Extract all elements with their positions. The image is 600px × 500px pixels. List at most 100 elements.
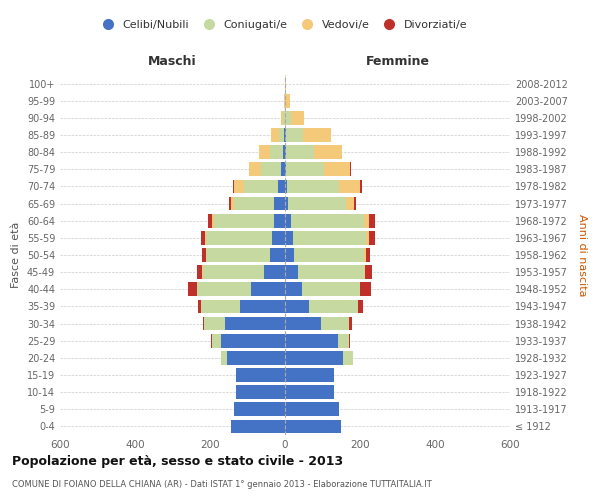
Bar bbox=[251, 282, 285, 296]
Bar bbox=[229, 196, 230, 210]
Bar bbox=[365, 231, 370, 244]
Bar bbox=[286, 128, 302, 142]
Bar bbox=[298, 266, 364, 279]
Bar bbox=[281, 162, 285, 176]
Legend: Celibi/Nubili, Coniugati/e, Vedovi/e, Divorziati/e: Celibi/Nubili, Coniugati/e, Vedovi/e, Di… bbox=[92, 16, 472, 34]
Y-axis label: Anni di nascita: Anni di nascita bbox=[577, 214, 587, 296]
Text: Maschi: Maschi bbox=[148, 55, 197, 68]
Bar bbox=[285, 94, 286, 108]
Bar bbox=[291, 111, 304, 124]
Bar bbox=[205, 316, 225, 330]
Bar bbox=[286, 94, 290, 108]
Bar bbox=[285, 231, 293, 244]
Bar bbox=[270, 146, 283, 159]
Bar bbox=[230, 196, 235, 210]
Bar bbox=[285, 162, 286, 176]
Bar bbox=[286, 146, 314, 159]
Bar bbox=[365, 266, 371, 279]
Bar bbox=[235, 402, 285, 416]
Text: Femmine: Femmine bbox=[365, 55, 430, 68]
Bar bbox=[221, 334, 285, 347]
Bar bbox=[283, 146, 285, 159]
Bar bbox=[287, 180, 340, 194]
Bar bbox=[285, 266, 298, 279]
Bar bbox=[206, 248, 270, 262]
Bar bbox=[205, 248, 206, 262]
Bar bbox=[346, 196, 353, 210]
Bar bbox=[214, 214, 274, 228]
Bar bbox=[285, 146, 286, 159]
Bar bbox=[197, 282, 251, 296]
Bar bbox=[272, 231, 285, 244]
Y-axis label: Fasce di età: Fasce di età bbox=[11, 222, 21, 288]
Bar bbox=[285, 420, 341, 434]
Bar bbox=[259, 146, 270, 159]
Bar bbox=[187, 282, 197, 296]
Bar bbox=[310, 300, 358, 314]
Bar bbox=[233, 180, 235, 194]
Bar bbox=[290, 214, 364, 228]
Bar bbox=[314, 146, 342, 159]
Bar bbox=[364, 248, 365, 262]
Bar bbox=[285, 196, 288, 210]
Bar bbox=[295, 248, 364, 262]
Bar bbox=[323, 162, 350, 176]
Bar bbox=[285, 334, 337, 347]
Bar bbox=[235, 196, 274, 210]
Bar bbox=[277, 180, 285, 194]
Bar bbox=[370, 214, 375, 228]
Bar bbox=[240, 300, 285, 314]
Bar bbox=[285, 351, 343, 364]
Bar bbox=[286, 111, 291, 124]
Bar bbox=[343, 351, 353, 364]
Bar bbox=[202, 248, 205, 262]
Bar bbox=[221, 351, 227, 364]
Bar bbox=[230, 420, 285, 434]
Bar bbox=[235, 180, 244, 194]
Bar bbox=[364, 214, 370, 228]
Bar bbox=[274, 214, 285, 228]
Bar bbox=[212, 214, 214, 228]
Bar bbox=[212, 334, 221, 347]
Bar bbox=[302, 282, 360, 296]
Bar bbox=[285, 282, 302, 296]
Bar bbox=[281, 111, 283, 124]
Text: COMUNE DI FOIANO DELLA CHIANA (AR) - Dati ISTAT 1° gennaio 2013 - Elaborazione T: COMUNE DI FOIANO DELLA CHIANA (AR) - Dat… bbox=[12, 480, 432, 489]
Bar bbox=[225, 316, 285, 330]
Bar bbox=[197, 266, 202, 279]
Bar bbox=[205, 231, 206, 244]
Bar bbox=[320, 316, 349, 330]
Bar bbox=[349, 316, 352, 330]
Bar bbox=[202, 231, 205, 244]
Bar bbox=[236, 386, 285, 399]
Bar bbox=[285, 128, 286, 142]
Bar bbox=[203, 266, 265, 279]
Bar bbox=[283, 111, 284, 124]
Bar bbox=[211, 334, 212, 347]
Bar bbox=[285, 248, 295, 262]
Bar bbox=[285, 180, 287, 194]
Bar bbox=[270, 248, 285, 262]
Bar bbox=[206, 231, 272, 244]
Bar bbox=[365, 248, 370, 262]
Bar bbox=[364, 266, 365, 279]
Bar bbox=[370, 231, 375, 244]
Bar bbox=[361, 282, 371, 296]
Bar bbox=[285, 368, 334, 382]
Bar bbox=[285, 300, 310, 314]
Bar bbox=[250, 162, 260, 176]
Bar bbox=[360, 180, 362, 194]
Bar bbox=[227, 351, 285, 364]
Bar bbox=[208, 214, 212, 228]
Bar bbox=[285, 386, 334, 399]
Bar bbox=[203, 316, 205, 330]
Bar bbox=[197, 300, 200, 314]
Bar bbox=[288, 196, 346, 210]
Bar bbox=[337, 334, 349, 347]
Bar bbox=[286, 162, 323, 176]
Bar bbox=[285, 214, 290, 228]
Bar bbox=[265, 266, 285, 279]
Bar bbox=[236, 368, 285, 382]
Bar bbox=[302, 128, 331, 142]
Bar bbox=[293, 231, 365, 244]
